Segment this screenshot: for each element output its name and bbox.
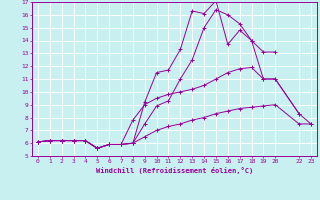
- X-axis label: Windchill (Refroidissement éolien,°C): Windchill (Refroidissement éolien,°C): [96, 167, 253, 174]
